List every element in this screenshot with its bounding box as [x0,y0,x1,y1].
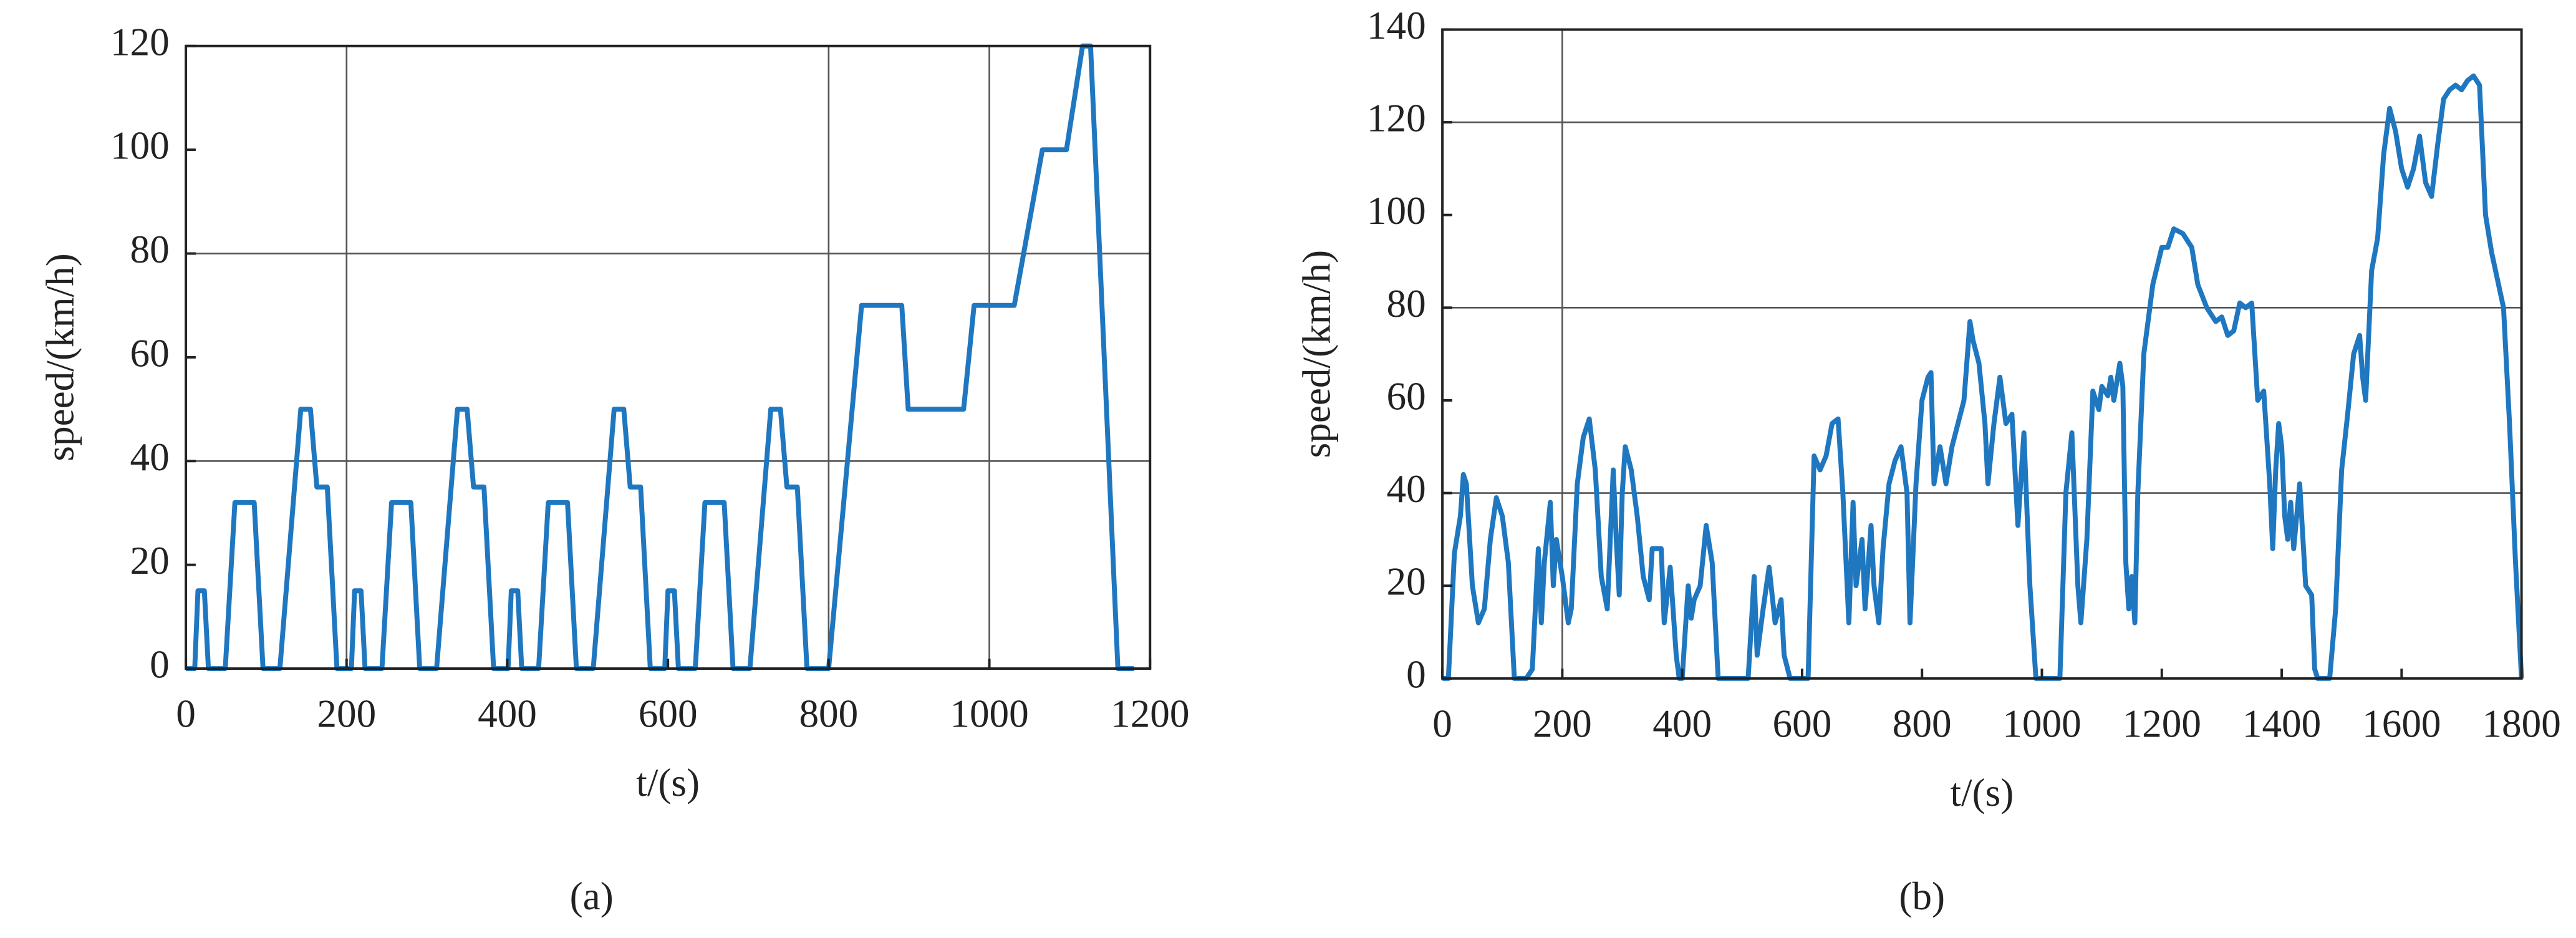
x-axis-label: t/(s) [636,761,700,805]
x-axis-label: t/(s) [1950,771,2014,815]
y-axis-label: speed/(km/h) [39,253,82,461]
x-tick-label: 1200 [2123,702,2201,745]
speed-line [1442,73,2524,681]
x-tick-label: 1600 [2362,702,2441,745]
y-tick-label: 140 [1367,4,1426,47]
speed-line [186,43,1134,671]
y-tick-label: 60 [130,331,170,375]
x-tick-label: 600 [1773,702,1832,745]
y-tick-label: 80 [130,228,170,271]
x-tick-label: 1400 [2242,702,2321,745]
y-tick-label: 120 [110,20,170,64]
x-tick-label: 1000 [2002,702,2081,745]
x-tick-label: 1000 [950,692,1028,736]
y-tick-label: 0 [150,643,170,687]
caption: (b) [1899,874,1945,918]
y-tick-label: 80 [1387,282,1426,326]
x-tick-label: 200 [1533,702,1592,745]
y-tick-label: 20 [130,539,170,583]
y-tick-label: 20 [1387,560,1426,604]
x-tick-label: 800 [1893,702,1952,745]
y-tick-label: 60 [1387,374,1426,418]
y-tick-label: 100 [110,124,170,168]
x-tick-label: 200 [317,692,376,736]
x-tick-label: 400 [1652,702,1712,745]
x-tick-label: 1200 [1111,692,1189,736]
x-tick-label: 0 [176,692,196,736]
y-tick-label: 100 [1367,189,1426,233]
y-axis-label: speed/(km/h) [1295,250,1339,458]
x-tick-label: 800 [799,692,858,736]
x-tick-label: 0 [1432,702,1452,745]
caption: (a) [570,874,614,918]
x-tick-label: 600 [639,692,698,736]
x-tick-label: 400 [478,692,537,736]
y-tick-label: 40 [130,435,170,479]
plot-frame [1441,28,2523,680]
y-tick-label: 120 [1367,97,1426,140]
y-tick-label: 40 [1387,467,1426,511]
y-tick-label: 0 [1406,652,1426,696]
x-tick-label: 1800 [2482,702,2560,745]
